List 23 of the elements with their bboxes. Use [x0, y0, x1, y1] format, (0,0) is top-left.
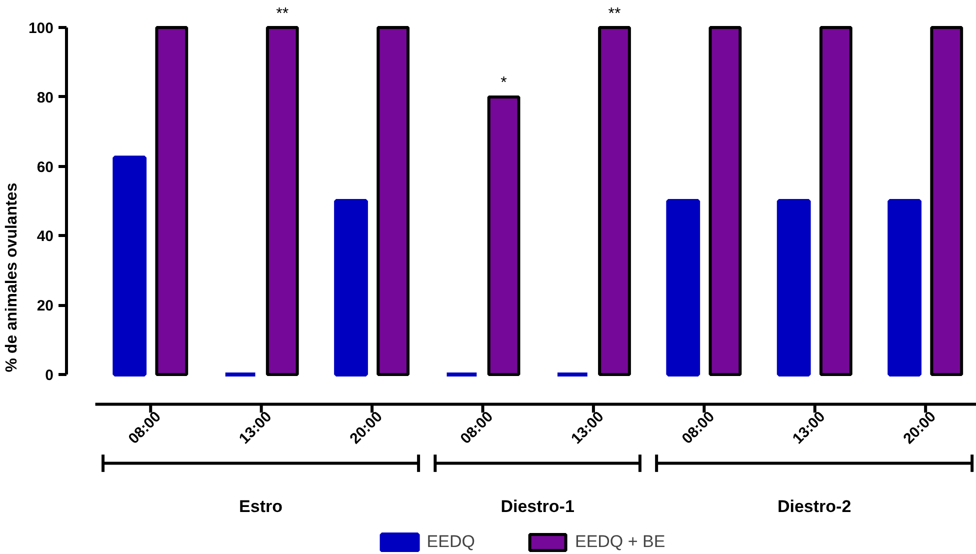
bar [930, 26, 964, 376]
y-tick-label: 100 [28, 20, 54, 38]
legend-label: EEDQ [426, 532, 475, 552]
legend-label: EEDQ + BE [574, 532, 666, 552]
data-label: ** [608, 5, 621, 22]
y-tick-label: 60 [36, 158, 54, 176]
y-tick-label: 0 [45, 366, 54, 384]
y-axis-title: % de animales ovulantes [3, 182, 20, 372]
bar [487, 95, 520, 376]
bar [266, 26, 299, 376]
text: Diestro-2 [777, 496, 852, 516]
data-label: ** [276, 5, 289, 22]
y-tick-label: 40 [36, 228, 54, 246]
bar [155, 26, 188, 376]
text: Diestro-1 [500, 496, 574, 516]
bar [598, 26, 631, 376]
bar [376, 26, 410, 376]
y-tick-label: 80 [36, 89, 54, 106]
bar [708, 26, 742, 376]
bar [819, 26, 852, 376]
data-label: * [500, 74, 507, 92]
y-tick-label: 20 [36, 298, 54, 315]
text: Estro [239, 496, 283, 516]
